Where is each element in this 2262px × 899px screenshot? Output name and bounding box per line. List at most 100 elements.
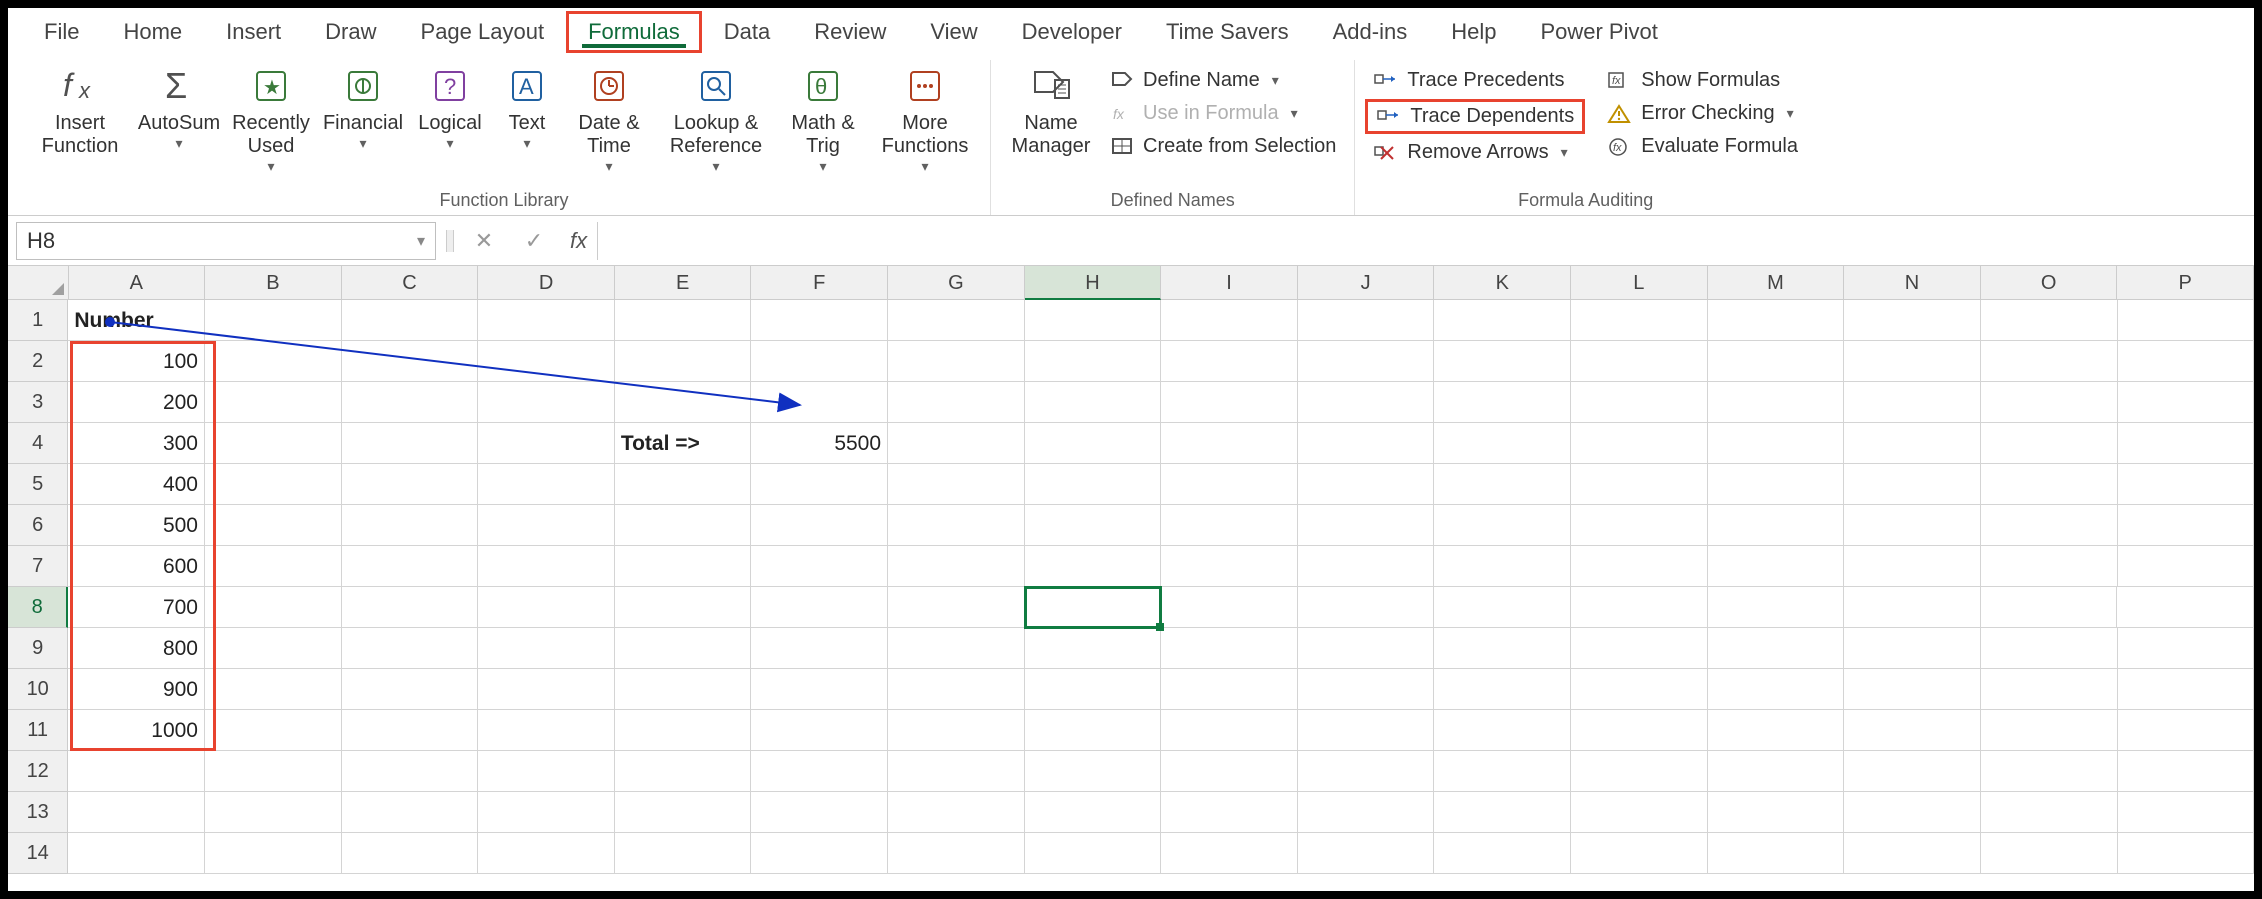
cell-P3[interactable] (2118, 382, 2254, 423)
cell-H7[interactable] (1025, 546, 1162, 587)
cell-F14[interactable] (751, 833, 888, 874)
cell-K8[interactable] (1434, 587, 1571, 628)
cell-A5[interactable]: 400 (68, 464, 205, 505)
col-header-H[interactable]: H (1025, 266, 1162, 300)
cell-J4[interactable] (1298, 423, 1435, 464)
cell-C9[interactable] (342, 628, 479, 669)
cell-L2[interactable] (1571, 341, 1708, 382)
tab-formulas[interactable]: Formulas (566, 11, 702, 53)
cell-L10[interactable] (1571, 669, 1708, 710)
cell-B7[interactable] (205, 546, 342, 587)
cell-D8[interactable] (478, 587, 615, 628)
cell-J5[interactable] (1298, 464, 1435, 505)
cell-N13[interactable] (1844, 792, 1981, 833)
cell-I12[interactable] (1161, 751, 1298, 792)
cell-D12[interactable] (478, 751, 615, 792)
tab-power-pivot[interactable]: Power Pivot (1518, 11, 1679, 53)
cell-M2[interactable] (1708, 341, 1845, 382)
cell-P1[interactable] (2118, 300, 2254, 341)
more-functions-button[interactable]: More Functions ▾ (870, 60, 980, 178)
cell-L9[interactable] (1571, 628, 1708, 669)
remove-arrows-button[interactable]: Remove Arrows ▾ (1365, 138, 1585, 167)
cell-C7[interactable] (342, 546, 479, 587)
cell-H11[interactable] (1025, 710, 1162, 751)
cell-M7[interactable] (1708, 546, 1845, 587)
cell-C3[interactable] (342, 382, 479, 423)
cell-K10[interactable] (1434, 669, 1571, 710)
col-header-C[interactable]: C (342, 266, 479, 300)
cell-D2[interactable] (478, 341, 615, 382)
show-formulas-button[interactable]: fx Show Formulas (1599, 66, 1806, 95)
cell-O9[interactable] (1981, 628, 2118, 669)
cell-K1[interactable] (1434, 300, 1571, 341)
cell-F2[interactable] (751, 341, 888, 382)
cell-K4[interactable] (1434, 423, 1571, 464)
row-header-4[interactable]: 4 (8, 423, 68, 464)
cell-E12[interactable] (615, 751, 752, 792)
cell-B8[interactable] (205, 587, 342, 628)
cell-K9[interactable] (1434, 628, 1571, 669)
cell-G6[interactable] (888, 505, 1025, 546)
row-header-6[interactable]: 6 (8, 505, 68, 546)
cell-E6[interactable] (615, 505, 752, 546)
col-header-K[interactable]: K (1434, 266, 1571, 300)
cell-J12[interactable] (1298, 751, 1435, 792)
cell-B10[interactable] (205, 669, 342, 710)
cell-L3[interactable] (1571, 382, 1708, 423)
cell-A11[interactable]: 1000 (68, 710, 205, 751)
cell-N10[interactable] (1844, 669, 1981, 710)
cell-E11[interactable] (615, 710, 752, 751)
cell-I8[interactable] (1161, 587, 1298, 628)
cell-O7[interactable] (1981, 546, 2118, 587)
cell-P7[interactable] (2118, 546, 2254, 587)
cell-I5[interactable] (1161, 464, 1298, 505)
tab-review[interactable]: Review (792, 11, 908, 53)
cell-G7[interactable] (888, 546, 1025, 587)
cell-I7[interactable] (1161, 546, 1298, 587)
date-time-button[interactable]: Date & Time ▾ (564, 60, 654, 178)
col-header-P[interactable]: P (2117, 266, 2254, 300)
cell-G10[interactable] (888, 669, 1025, 710)
cell-N1[interactable] (1844, 300, 1981, 341)
cell-C8[interactable] (342, 587, 479, 628)
row-header-10[interactable]: 10 (8, 669, 68, 710)
cell-M12[interactable] (1708, 751, 1845, 792)
col-header-F[interactable]: F (751, 266, 888, 300)
cell-A1[interactable]: Number (68, 300, 205, 341)
cell-E5[interactable] (615, 464, 752, 505)
tab-add-ins[interactable]: Add-ins (1311, 11, 1430, 53)
cell-O10[interactable] (1981, 669, 2118, 710)
cell-F4[interactable]: 5500 (751, 423, 888, 464)
cell-P2[interactable] (2118, 341, 2254, 382)
col-header-I[interactable]: I (1161, 266, 1298, 300)
cell-L5[interactable] (1571, 464, 1708, 505)
cell-I2[interactable] (1161, 341, 1298, 382)
select-all-corner[interactable] (8, 266, 69, 300)
cell-L11[interactable] (1571, 710, 1708, 751)
cell-N7[interactable] (1844, 546, 1981, 587)
formula-input[interactable] (597, 222, 2246, 260)
cell-D7[interactable] (478, 546, 615, 587)
tab-time-savers[interactable]: Time Savers (1144, 11, 1311, 53)
cell-A7[interactable]: 600 (68, 546, 205, 587)
cell-O1[interactable] (1981, 300, 2118, 341)
cell-K7[interactable] (1434, 546, 1571, 587)
cell-H3[interactable] (1025, 382, 1162, 423)
cell-L12[interactable] (1571, 751, 1708, 792)
cell-A10[interactable]: 900 (68, 669, 205, 710)
cell-N2[interactable] (1844, 341, 1981, 382)
cell-H12[interactable] (1025, 751, 1162, 792)
cell-O14[interactable] (1981, 833, 2118, 874)
cell-N11[interactable] (1844, 710, 1981, 751)
cell-F7[interactable] (751, 546, 888, 587)
cell-H4[interactable] (1025, 423, 1162, 464)
cell-O6[interactable] (1981, 505, 2118, 546)
cell-D5[interactable] (478, 464, 615, 505)
cell-B1[interactable] (205, 300, 342, 341)
trace-precedents-button[interactable]: Trace Precedents (1365, 66, 1585, 95)
cell-B14[interactable] (205, 833, 342, 874)
insert-function-button[interactable]: fx Insert Function (28, 60, 132, 162)
tab-insert[interactable]: Insert (204, 11, 303, 53)
cell-J1[interactable] (1298, 300, 1435, 341)
cell-C10[interactable] (342, 669, 479, 710)
